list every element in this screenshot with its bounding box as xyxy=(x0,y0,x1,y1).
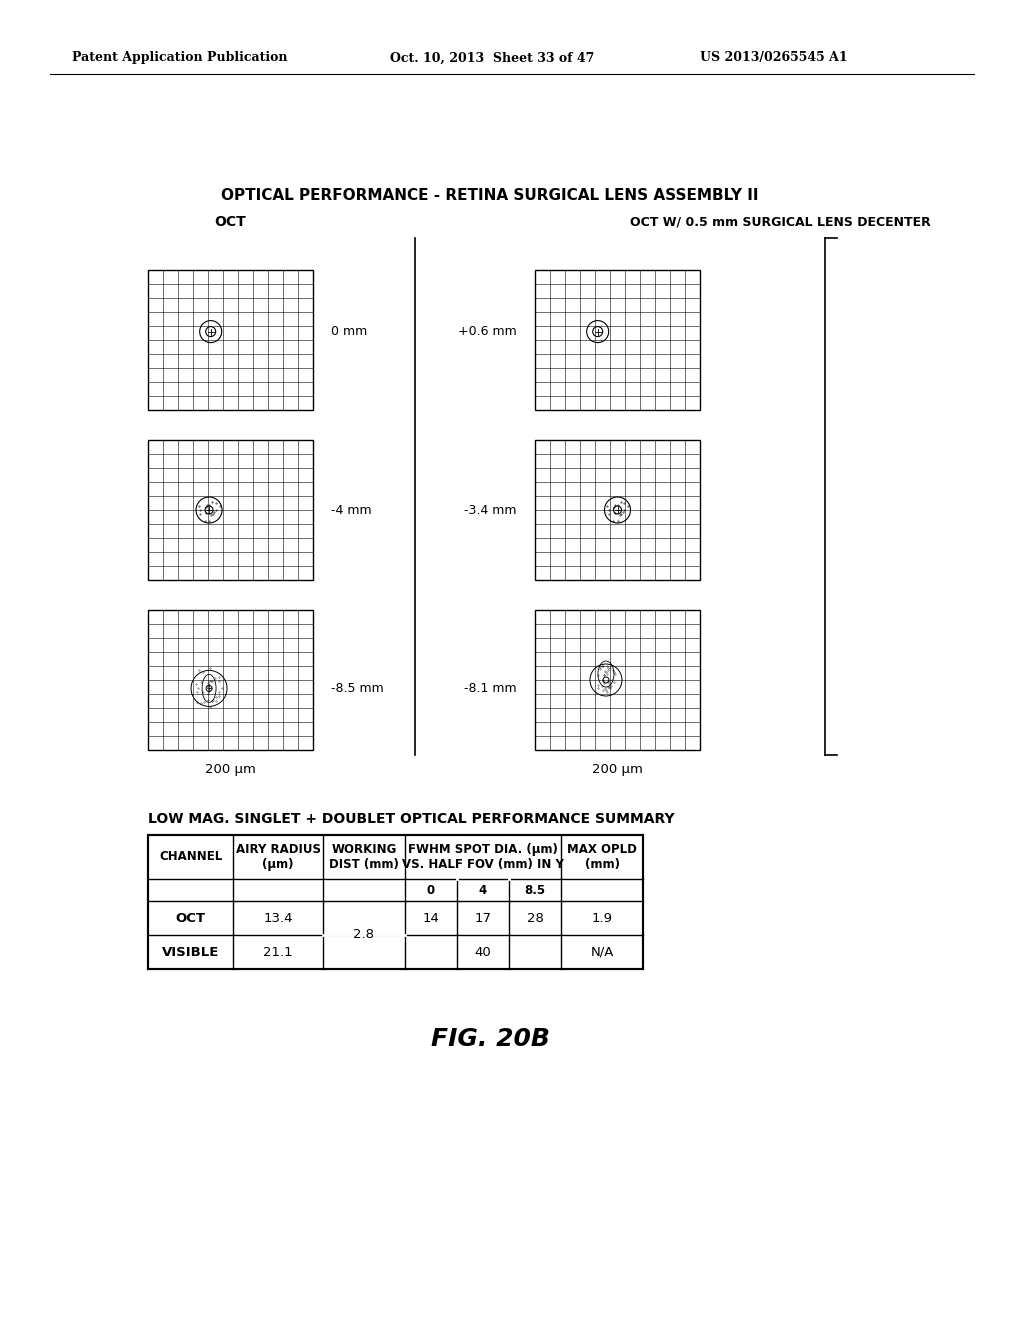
Text: AIRY RADIUS
(μm): AIRY RADIUS (μm) xyxy=(236,843,321,871)
Text: CHANNEL: CHANNEL xyxy=(159,850,222,863)
Text: -8.5 mm: -8.5 mm xyxy=(331,682,384,694)
Text: 13.4: 13.4 xyxy=(263,912,293,924)
Text: 200 μm: 200 μm xyxy=(205,763,256,776)
Text: -3.4 mm: -3.4 mm xyxy=(465,503,517,516)
Text: -4 mm: -4 mm xyxy=(331,503,372,516)
Text: Patent Application Publication: Patent Application Publication xyxy=(72,51,288,65)
Text: 0 mm: 0 mm xyxy=(331,325,368,338)
Text: OPTICAL PERFORMANCE - RETINA SURGICAL LENS ASSEMBLY II: OPTICAL PERFORMANCE - RETINA SURGICAL LE… xyxy=(221,187,759,202)
Bar xyxy=(535,440,700,579)
Text: WORKING
DIST (mm): WORKING DIST (mm) xyxy=(329,843,399,871)
Text: 2.8: 2.8 xyxy=(353,928,375,941)
Text: 17: 17 xyxy=(474,912,492,924)
Text: OCT: OCT xyxy=(175,912,206,924)
Text: US 2013/0265545 A1: US 2013/0265545 A1 xyxy=(700,51,848,65)
Bar xyxy=(148,440,313,579)
Text: OCT: OCT xyxy=(214,215,246,228)
Text: 21.1: 21.1 xyxy=(263,945,293,958)
Text: Oct. 10, 2013  Sheet 33 of 47: Oct. 10, 2013 Sheet 33 of 47 xyxy=(390,51,594,65)
Text: 0: 0 xyxy=(427,883,435,896)
Text: 4: 4 xyxy=(479,883,487,896)
Text: 14: 14 xyxy=(423,912,439,924)
Text: 1.9: 1.9 xyxy=(592,912,612,924)
Text: +0.6 mm: +0.6 mm xyxy=(459,325,517,338)
Text: FIG. 20B: FIG. 20B xyxy=(430,1027,550,1051)
Text: MAX OPLD
(mm): MAX OPLD (mm) xyxy=(567,843,637,871)
Bar xyxy=(535,610,700,750)
Text: LOW MAG. SINGLET + DOUBLET OPTICAL PERFORMANCE SUMMARY: LOW MAG. SINGLET + DOUBLET OPTICAL PERFO… xyxy=(148,812,675,826)
Bar xyxy=(535,271,700,411)
Text: FWHM SPOT DIA. (μm)
VS. HALF FOV (mm) IN Y: FWHM SPOT DIA. (μm) VS. HALF FOV (mm) IN… xyxy=(402,843,564,871)
Text: -8.1 mm: -8.1 mm xyxy=(464,682,517,694)
Bar xyxy=(148,836,643,969)
Text: 200 μm: 200 μm xyxy=(592,763,643,776)
Text: 28: 28 xyxy=(526,912,544,924)
Text: VISIBLE: VISIBLE xyxy=(162,945,219,958)
Text: N/A: N/A xyxy=(590,945,613,958)
Text: OCT W/ 0.5 mm SURGICAL LENS DECENTER: OCT W/ 0.5 mm SURGICAL LENS DECENTER xyxy=(630,215,931,228)
Text: 8.5: 8.5 xyxy=(524,883,546,896)
Bar xyxy=(148,610,313,750)
Bar xyxy=(148,271,313,411)
Text: 40: 40 xyxy=(475,945,492,958)
